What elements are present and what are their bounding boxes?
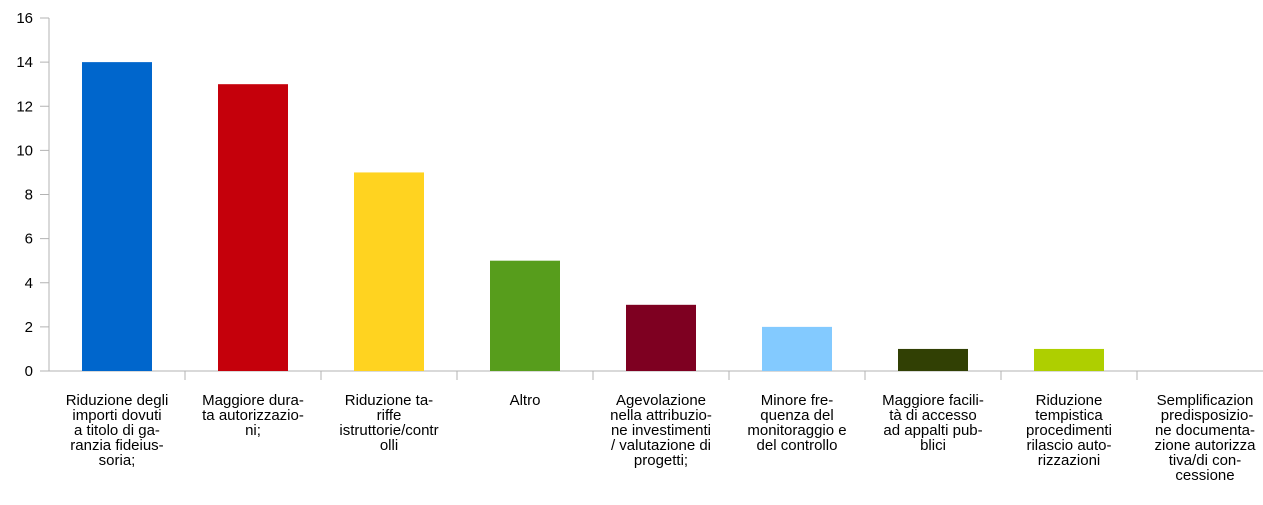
bar: [354, 172, 424, 371]
x-tick-label: Maggiore facili-tà di accesso ad appalti …: [882, 392, 984, 454]
bar: [626, 304, 696, 371]
bar: [1034, 348, 1104, 371]
x-tick-label: Riduzione degli importi dovuti a titolo di…: [66, 392, 169, 469]
bar: [82, 62, 152, 371]
x-tick-label: Altro: [510, 392, 541, 409]
x-tick-label: Maggiore dura-ta autorizzazio-ni;: [202, 392, 304, 439]
y-tick-label: 0: [25, 363, 33, 380]
x-tick-label: Agevolazione nella attribuzio-ne investim…: [610, 392, 712, 469]
y-tick-label: 8: [25, 187, 33, 204]
bar: [898, 348, 968, 371]
y-tick-label: 4: [25, 275, 33, 292]
bar: [218, 84, 288, 371]
x-tick-label: Semplificazion predisposizio-ne document…: [1155, 392, 1257, 484]
y-tick-label: 10: [16, 142, 33, 159]
bar: [762, 326, 832, 371]
x-tick-label: Riduzione tempistica procedimenti rilascio …: [1026, 392, 1112, 469]
bar: [490, 260, 560, 371]
y-tick-label: 6: [25, 231, 33, 248]
y-tick-label: 2: [25, 319, 33, 336]
x-tick-label: Riduzione ta-riffe istruttorie/contr olli: [339, 392, 438, 454]
x-tick-label: Minore fre-quenza del monitoraggio e del c…: [747, 392, 846, 454]
y-tick-label: 12: [16, 98, 33, 115]
y-tick-label: 16: [16, 10, 33, 27]
y-tick-label: 14: [16, 54, 33, 71]
